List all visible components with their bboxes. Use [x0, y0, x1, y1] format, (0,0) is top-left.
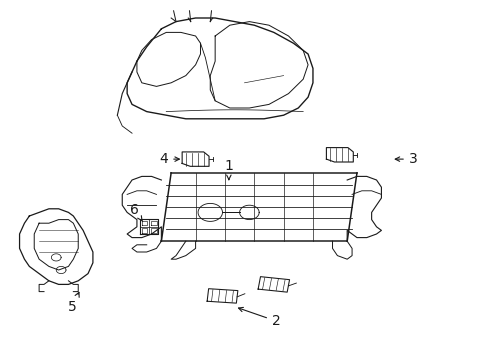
- Text: 2: 2: [238, 307, 280, 328]
- Text: 4: 4: [159, 152, 179, 166]
- Text: 3: 3: [394, 152, 417, 166]
- Text: 5: 5: [68, 292, 79, 314]
- Text: 1: 1: [224, 159, 233, 180]
- Text: 6: 6: [130, 203, 142, 222]
